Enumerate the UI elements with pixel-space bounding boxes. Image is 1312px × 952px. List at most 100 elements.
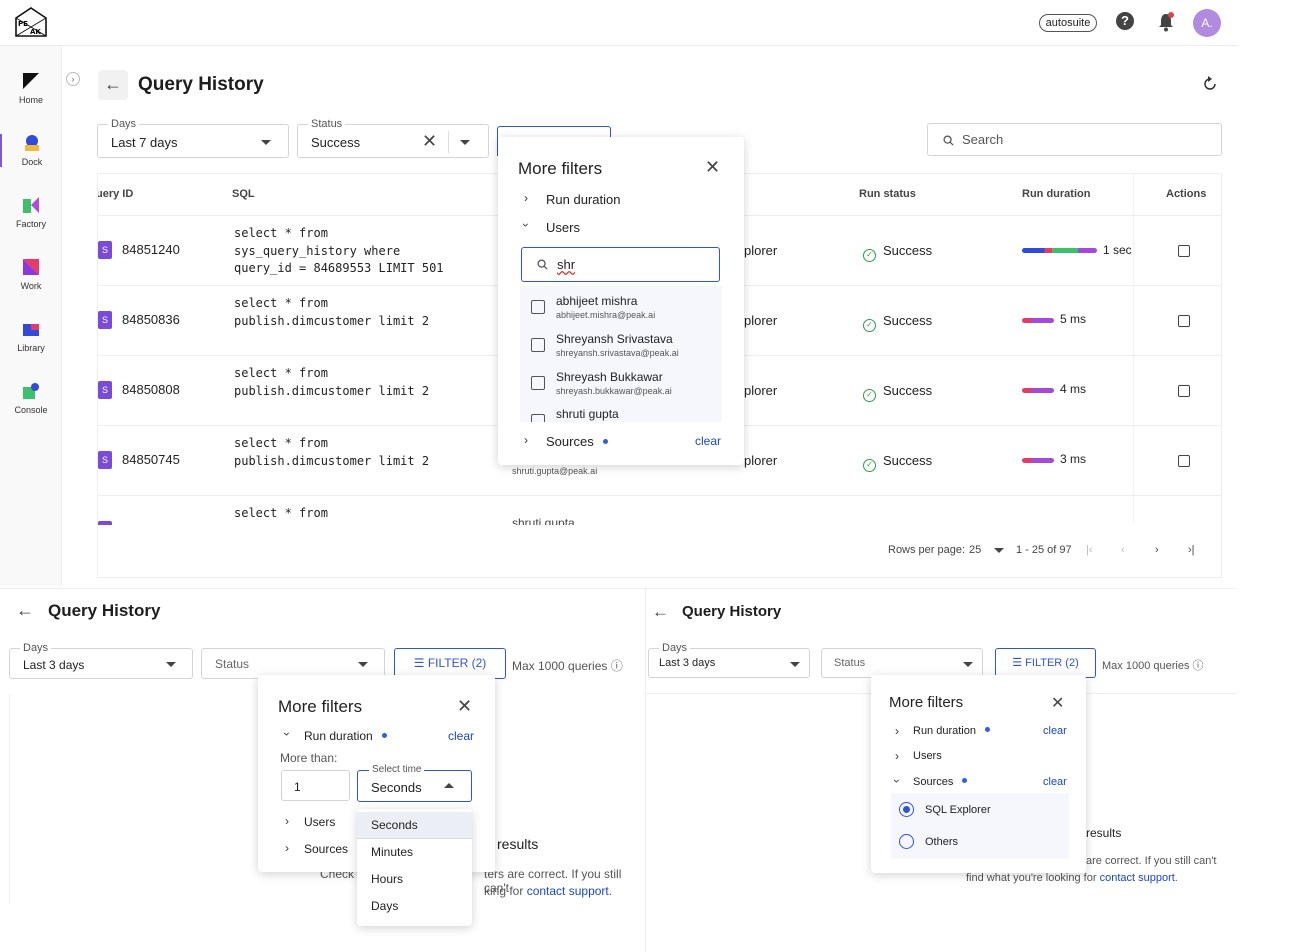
- status-label: Status: [308, 118, 346, 130]
- chevron-right-icon[interactable]: ›: [285, 814, 289, 828]
- table-row[interactable]: S select * from shruti gupta: [98, 495, 1221, 525]
- option-seconds[interactable]: Seconds: [357, 812, 472, 839]
- duration-text: 5 ms: [1060, 312, 1087, 326]
- user-checkbox[interactable]: [531, 300, 545, 314]
- status-select[interactable]: Status Success ✕: [297, 118, 489, 158]
- user-avatar[interactable]: A.: [1193, 9, 1221, 37]
- user-checkbox[interactable]: [531, 376, 545, 390]
- run-duration-section[interactable]: Run duration: [304, 729, 387, 743]
- clear-run-duration-link[interactable]: clear: [448, 729, 475, 743]
- option-days[interactable]: Days: [371, 899, 399, 913]
- help-icon[interactable]: ?: [1116, 12, 1134, 30]
- sources-section[interactable]: Sources: [546, 434, 608, 449]
- open-external-icon[interactable]: [1178, 315, 1190, 327]
- chevron-right-icon[interactable]: ›: [524, 433, 528, 447]
- search-icon: [537, 259, 548, 270]
- divider: [9, 694, 10, 904]
- search-input[interactable]: Search: [962, 132, 1004, 147]
- success-check-icon: ✓: [863, 319, 876, 332]
- col-query-id[interactable]: uery ID: [97, 188, 134, 200]
- select-time-dropdown[interactable]: Select time Seconds: [357, 764, 472, 802]
- close-icon[interactable]: ✕: [457, 696, 473, 716]
- source-text: plorer: [744, 313, 778, 328]
- workspace-chip[interactable]: autosuite: [1039, 14, 1097, 32]
- sidebar-item-factory[interactable]: Factory: [0, 196, 62, 229]
- chevron-down-icon[interactable]: ›: [519, 223, 533, 227]
- last-page-icon[interactable]: ›|: [1188, 544, 1195, 556]
- close-icon[interactable]: ✕: [705, 157, 721, 177]
- sidebar-item-library[interactable]: Library: [0, 320, 62, 353]
- caret-down-icon[interactable]: [460, 140, 470, 145]
- chevron-right-icon[interactable]: ›: [895, 749, 899, 763]
- days-select[interactable]: Days Last 3 days: [9, 642, 193, 679]
- query-id: 84851240: [122, 242, 180, 257]
- user-checkbox[interactable]: [531, 338, 545, 352]
- users-section[interactable]: Users: [546, 220, 580, 235]
- sidebar-item-home[interactable]: Home: [0, 72, 62, 105]
- users-section[interactable]: Users: [913, 750, 942, 762]
- rows-per-page-select[interactable]: 25: [969, 544, 982, 556]
- open-external-icon[interactable]: [1178, 245, 1190, 257]
- duration-text: 3 ms: [1060, 452, 1087, 466]
- radio-sql-explorer[interactable]: [899, 802, 914, 817]
- sources-section[interactable]: Sources: [913, 776, 968, 788]
- chevron-down-icon[interactable]: ›: [890, 779, 904, 783]
- user-email: abhijeet.mishra@peak.ai: [556, 310, 656, 320]
- sidebar-item-work[interactable]: Work: [0, 258, 62, 291]
- col-run-duration[interactable]: Run duration: [1022, 188, 1091, 200]
- open-external-icon[interactable]: [1178, 455, 1190, 467]
- option-minutes[interactable]: Minutes: [371, 845, 414, 859]
- notification-bell-icon[interactable]: [1157, 12, 1175, 32]
- filter-button[interactable]: ☰ FILTER (2): [995, 648, 1096, 678]
- chevron-right-icon[interactable]: ›: [524, 191, 528, 205]
- user-checkbox[interactable]: [531, 414, 545, 422]
- prev-page-icon[interactable]: ‹: [1121, 544, 1125, 556]
- clear-sources-link[interactable]: clear: [1043, 776, 1067, 788]
- status-select[interactable]: Status: [821, 648, 983, 678]
- users-list: abhijeet mishra abhijeet.mishra@peak.ai …: [520, 286, 722, 422]
- col-sql[interactable]: SQL: [232, 188, 255, 200]
- chevron-right-icon[interactable]: ›: [895, 724, 899, 738]
- refresh-icon[interactable]: [1202, 76, 1218, 92]
- duration-bar: [1022, 388, 1054, 393]
- next-page-icon[interactable]: ›: [1155, 544, 1159, 556]
- user-search-field[interactable]: shr: [521, 247, 720, 282]
- caret-down-icon[interactable]: [994, 548, 1004, 553]
- query-table: uery ID SQL Run status Run duration Acti…: [97, 173, 1222, 578]
- radio-others[interactable]: [899, 834, 914, 849]
- sidebar-item-console[interactable]: Console: [0, 382, 62, 415]
- option-hours[interactable]: Hours: [371, 872, 404, 886]
- contact-support-link[interactable]: contact support: [526, 884, 609, 898]
- back-button[interactable]: ←: [652, 602, 669, 621]
- close-icon[interactable]: ✕: [1051, 695, 1065, 712]
- days-label: Days: [20, 642, 52, 654]
- run-duration-section[interactable]: Run duration: [913, 725, 990, 737]
- open-external-icon[interactable]: [1178, 385, 1190, 397]
- search-field[interactable]: Search: [927, 123, 1222, 156]
- chevron-down-icon[interactable]: ›: [280, 732, 294, 736]
- duration-amount-input[interactable]: 1: [281, 770, 350, 801]
- contact-support-link[interactable]: contact support: [1099, 872, 1175, 884]
- days-select[interactable]: Days Last 3 days: [648, 642, 810, 678]
- clear-sources-link[interactable]: clear: [695, 434, 722, 448]
- users-section[interactable]: Users: [304, 815, 336, 829]
- chevron-right-icon[interactable]: ›: [285, 841, 289, 855]
- days-select[interactable]: Days Last 7 days: [97, 118, 289, 158]
- query-type-icon: S: [98, 381, 112, 399]
- popup-title: More filters: [518, 159, 603, 178]
- clear-run-duration-link[interactable]: clear: [1043, 725, 1067, 737]
- back-button[interactable]: ←: [98, 70, 128, 100]
- back-button[interactable]: ←: [16, 600, 34, 620]
- peak-logo[interactable]: PE AK: [14, 6, 48, 38]
- clear-status-icon[interactable]: ✕: [422, 131, 438, 151]
- run-duration-section[interactable]: Run duration: [546, 192, 621, 207]
- rows-per-page-label: Rows per page:: [888, 544, 966, 556]
- user-search-input[interactable]: shr: [557, 257, 576, 272]
- col-run-status[interactable]: Run status: [859, 188, 916, 200]
- success-check-icon: ✓: [863, 389, 876, 402]
- first-page-icon[interactable]: |‹: [1086, 544, 1093, 556]
- sidebar-item-dock[interactable]: Dock: [0, 134, 62, 167]
- days-value: Last 7 days: [111, 135, 178, 150]
- sources-section[interactable]: Sources: [304, 842, 349, 856]
- collapse-sidebar-chevron-icon[interactable]: ›: [66, 72, 80, 86]
